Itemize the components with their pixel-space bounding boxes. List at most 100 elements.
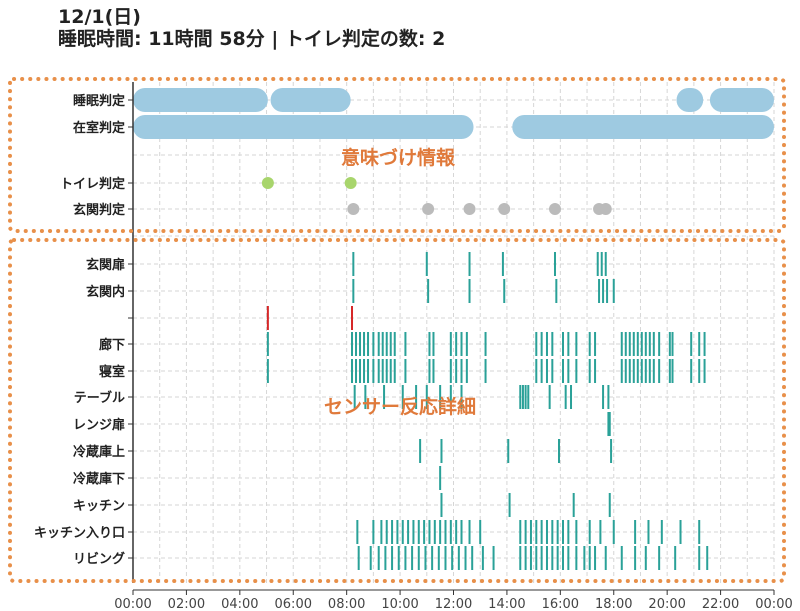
sensor-event: [377, 332, 380, 356]
x-tick-label: 16:00: [542, 597, 579, 611]
row-label: レンジ扉: [73, 417, 125, 433]
sensor-event: [548, 385, 551, 409]
sensor-event: [351, 359, 354, 383]
row-label: キッチン入り口: [34, 526, 125, 541]
sensor-event: [363, 332, 366, 356]
sensor-event: [351, 332, 354, 356]
row-label: 冷蔵庫上: [73, 444, 125, 460]
interval-bar: [270, 88, 351, 112]
sensor-event: [564, 385, 567, 409]
sensor-event: [640, 359, 643, 383]
sensor-event: [385, 520, 388, 544]
sensor-event: [551, 520, 554, 544]
sensor-event: [600, 252, 603, 276]
sensor-event: [660, 520, 663, 544]
sensor-event: [407, 520, 410, 544]
sensor-event: [367, 332, 370, 356]
row-label: 在室判定: [73, 120, 125, 136]
sensor-event: [545, 359, 548, 383]
sensor-event: [433, 520, 436, 544]
row-label: リビング: [73, 551, 125, 567]
sensor-event: [266, 306, 269, 330]
sensor-event: [369, 546, 372, 570]
interval-bar: [512, 115, 774, 139]
sensor-event: [372, 332, 375, 356]
date-title: 12/1(日): [58, 6, 141, 28]
sensor-event: [594, 332, 597, 356]
sensor-event: [391, 520, 394, 544]
sensor-event: [628, 332, 631, 356]
sensor-event: [393, 332, 396, 356]
sensor-event: [428, 332, 431, 356]
sensor-event: [389, 359, 392, 383]
sensor-event: [432, 332, 435, 356]
sensor-event: [396, 520, 399, 544]
sensor-event: [608, 493, 611, 517]
sensor-event: [607, 385, 610, 409]
sensor-event: [604, 252, 607, 276]
sensor-event: [519, 520, 522, 544]
sensor-event: [427, 279, 430, 303]
sensor-event: [545, 520, 548, 544]
sensor-event: [519, 546, 522, 570]
sensor-event: [698, 332, 701, 356]
sensor-event: [524, 520, 527, 544]
sensor-event: [703, 359, 706, 383]
sensor-event: [384, 546, 387, 570]
sensor-event: [620, 332, 623, 356]
sensor-event: [425, 385, 428, 409]
event-dot: [344, 177, 357, 189]
x-tick-label: 14:00: [488, 597, 525, 611]
sensor-event: [658, 332, 661, 356]
sensor-event: [634, 520, 637, 544]
sensor-event: [567, 332, 570, 356]
event-dot: [463, 203, 476, 215]
x-tick-label: 00:00: [755, 597, 792, 611]
sensor-event: [628, 359, 631, 383]
sensor-event: [596, 252, 599, 276]
sensor-event: [567, 546, 570, 570]
sensor-event: [599, 520, 602, 544]
sensor-event: [417, 546, 420, 570]
sensor-event: [355, 332, 358, 356]
summary-line: 睡眠時間: 11時間 58分 | トイレ判定の数: 2: [58, 28, 446, 50]
row-label: 玄関扉: [86, 257, 125, 273]
sensor-event: [481, 546, 484, 570]
sensor-event: [703, 332, 706, 356]
sensor-event: [594, 546, 597, 570]
sensor-event: [572, 493, 575, 517]
sensor-event: [540, 332, 543, 356]
sensor-event: [570, 385, 573, 409]
sensor-event: [440, 439, 443, 463]
sensor-event: [507, 439, 510, 463]
sensor-event: [439, 385, 442, 409]
sensor-event: [357, 546, 360, 570]
sensor-event: [404, 546, 407, 570]
sensor-event: [529, 520, 532, 544]
sensor-event: [455, 520, 458, 544]
sensor-event: [391, 546, 394, 570]
sensor-event: [437, 546, 440, 570]
sensor-event: [440, 493, 443, 517]
sensor-event: [620, 546, 623, 570]
sensor-event: [455, 359, 458, 383]
sensor-event: [588, 332, 591, 356]
sensor-event: [607, 412, 610, 436]
sensor-event: [698, 359, 701, 383]
sensor-event: [636, 359, 639, 383]
row-label: 廊下: [99, 337, 125, 353]
sensor-event: [389, 332, 392, 356]
sensor-event: [449, 359, 452, 383]
sensor-event: [353, 385, 356, 409]
row-label: 睡眠判定: [73, 93, 125, 109]
sensor-event: [632, 359, 635, 383]
x-tick-label: 18:00: [595, 597, 632, 611]
sensor-event: [404, 359, 407, 383]
sensor-event: [372, 359, 375, 383]
sensor-event: [612, 520, 615, 544]
sensor-event: [604, 546, 607, 570]
sensor-event: [439, 466, 442, 490]
sensor-event: [588, 546, 591, 570]
sensor-event: [417, 520, 420, 544]
